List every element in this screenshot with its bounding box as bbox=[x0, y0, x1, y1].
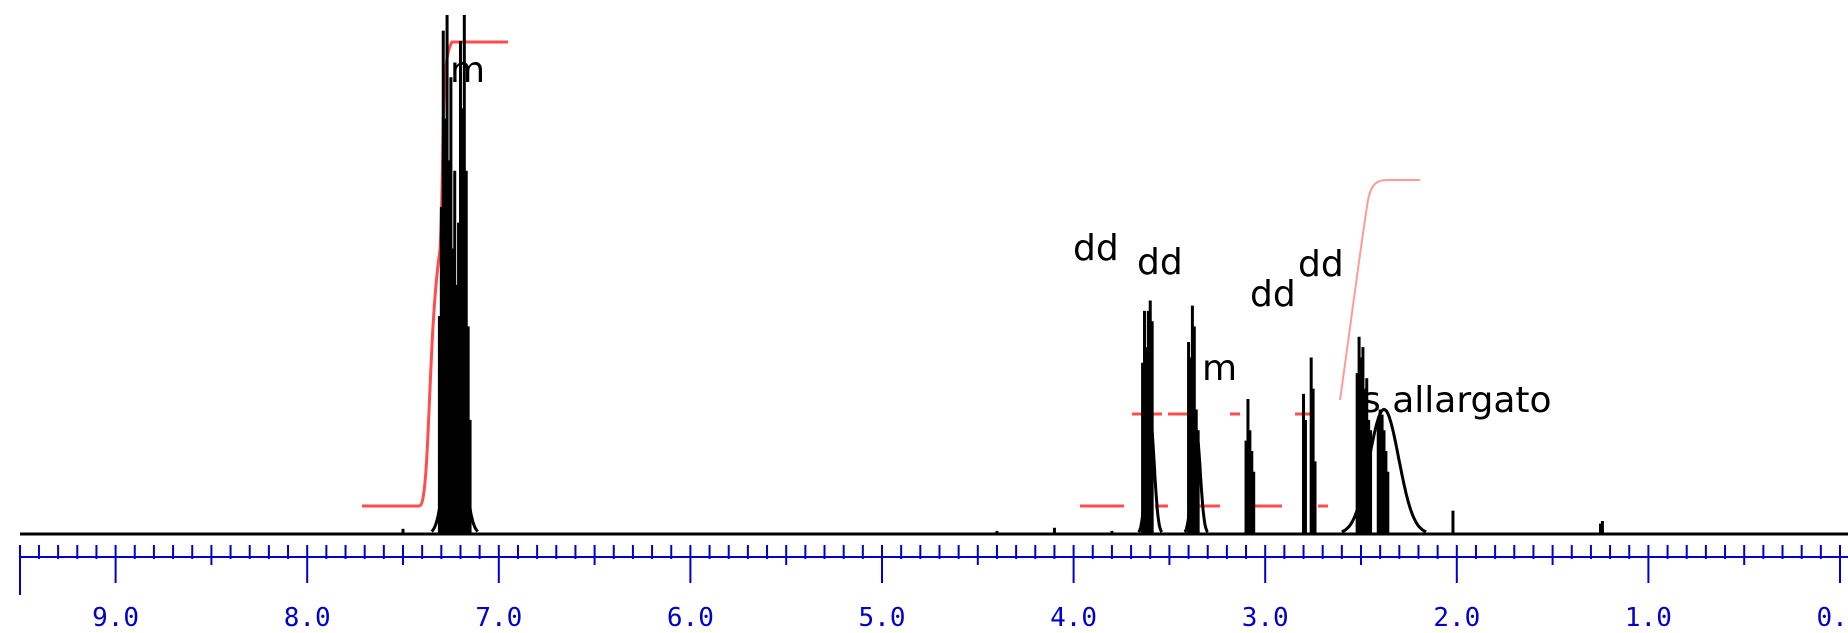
x-axis: 9.0 8.0 7.0 6.0 5.0 4.0 3.0 2.0 1.0 0.0 bbox=[19, 545, 1848, 633]
peak-label-s-allargato: s allargato bbox=[1362, 380, 1552, 421]
peak-label-dd-4: dd bbox=[1298, 244, 1344, 285]
spectrum-trace bbox=[401, 15, 1604, 534]
aromatic-envelope bbox=[430, 376, 479, 533]
dd-envelope bbox=[1183, 428, 1209, 534]
x-tick-label: 1.0 bbox=[1625, 603, 1672, 633]
peak-label-m-3: m bbox=[1202, 348, 1237, 389]
x-tick-label: 2.0 bbox=[1433, 603, 1480, 633]
dd-envelope bbox=[1137, 417, 1163, 533]
peak-label-dd-2: dd bbox=[1137, 242, 1183, 283]
broad-singlet-envelope bbox=[1341, 407, 1427, 534]
x-tick-label: 3.0 bbox=[1242, 603, 1289, 633]
peak-label-dd-1: dd bbox=[1073, 228, 1119, 269]
x-tick-label: 6.0 bbox=[667, 603, 714, 633]
x-tick-label: 7.0 bbox=[475, 603, 522, 633]
x-tick-label: 4.0 bbox=[1050, 603, 1097, 633]
peak-label-m-aromatic: m bbox=[450, 50, 485, 91]
peak-label-dd-3: dd bbox=[1250, 274, 1296, 315]
peak-labels: m dd dd m dd dd s allargato bbox=[450, 50, 1552, 421]
integral-aliphatic bbox=[1339, 179, 1420, 401]
x-tick-label: 5.0 bbox=[859, 603, 906, 633]
x-tick-label: 0.0 bbox=[1817, 603, 1848, 633]
x-tick-label: 9.0 bbox=[92, 603, 139, 633]
x-tick-label: 8.0 bbox=[284, 603, 331, 633]
